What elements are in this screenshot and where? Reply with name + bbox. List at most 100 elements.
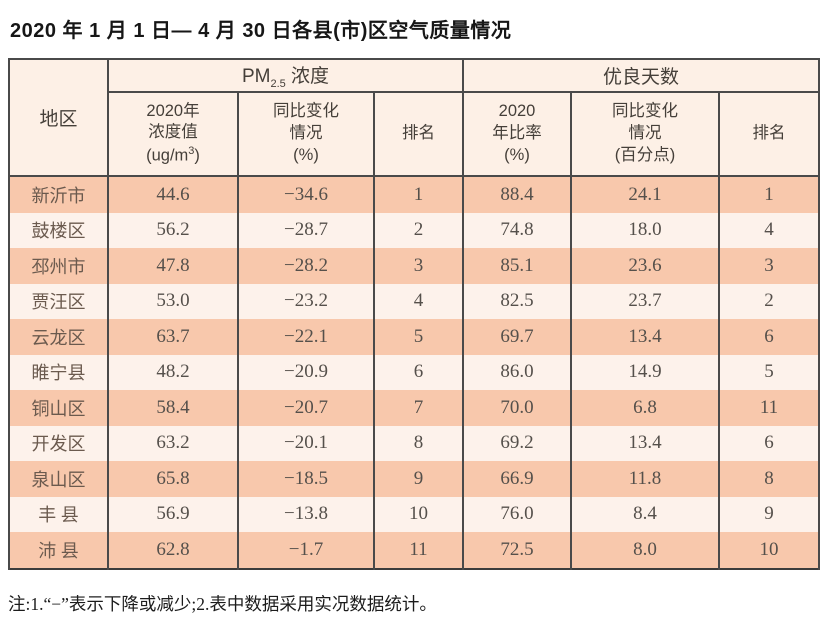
- good-days-rank-cell: 11: [718, 390, 821, 426]
- good-days-value-cell: 70.0: [462, 390, 573, 426]
- pm-rank-cell: 6: [372, 354, 465, 390]
- pm-value-cell: 44.6: [107, 176, 239, 213]
- good-days-value-cell: 72.5: [462, 532, 573, 569]
- pm-change-cell: −20.7: [237, 390, 375, 426]
- pm-value-cell: 63.7: [107, 319, 239, 355]
- good-days-change-cell: 13.4: [570, 319, 721, 355]
- table-body: 新沂市 44.6 −34.6 1 88.4 24.1 1 鼓楼区 56.2 −28.7 2 74.8 1…: [8, 176, 821, 569]
- good-days-rank-cell: 10: [718, 532, 821, 569]
- good-days-change-cell: 14.9: [570, 354, 721, 390]
- table-row: 贾汪区 53.0 −23.2 4 82.5 23.7 2: [8, 283, 821, 319]
- region-cell: 邳州市: [8, 248, 109, 284]
- pm-change-cell: −23.2: [237, 283, 375, 319]
- good-days-change-cell: 8.0: [570, 532, 721, 569]
- header-good-days-change-line3: (百分点): [614, 145, 676, 164]
- good-days-change-cell: 18.0: [570, 212, 721, 248]
- header-good-days-value-line2: 年比率: [492, 124, 542, 143]
- header-pm-value-unit-prefix: (ug/m: [146, 146, 189, 165]
- pm-value-cell: 63.2: [107, 425, 239, 461]
- good-days-change-cell: 23.7: [570, 283, 721, 319]
- table-row: 沛 县 62.8 −1.7 11 72.5 8.0 10: [8, 532, 821, 569]
- table-row: 开发区 63.2 −20.1 8 69.2 13.4 6: [8, 425, 821, 461]
- region-cell: 丰 县: [8, 496, 109, 532]
- pm-change-cell: −1.7: [237, 532, 375, 569]
- header-pm-value-unit: (ug/m3): [109, 144, 237, 167]
- good-days-rank-cell: 9: [718, 496, 821, 532]
- header-group-row: 地区 PM2.5 浓度 优良天数: [8, 58, 821, 177]
- region-cell: 铜山区: [8, 390, 109, 426]
- pm-change-cell: −18.5: [237, 461, 375, 497]
- header-good-days-change-line1: 同比变化: [612, 102, 679, 121]
- table-header: 地区 PM2.5 浓度 优良天数 2020年 浓度值 (ug/m3) 同比变化 …: [8, 58, 821, 177]
- good-days-value-cell: 66.9: [462, 461, 573, 497]
- good-days-rank-cell: 2: [718, 283, 821, 319]
- pm-value-cell: 48.2: [107, 354, 239, 390]
- table-row: 鼓楼区 56.2 −28.7 2 74.8 18.0 4: [8, 212, 821, 248]
- pm-change-cell: −13.8: [237, 496, 375, 532]
- pm-change-cell: −28.2: [237, 248, 375, 284]
- table-row: 睢宁县 48.2 −20.9 6 86.0 14.9 5: [8, 354, 821, 390]
- table-row: 云龙区 63.7 −22.1 5 69.7 13.4 6: [8, 319, 821, 355]
- pm-rank-cell: 10: [372, 496, 465, 532]
- pm-rank-cell: 2: [372, 212, 465, 248]
- pm-rank-cell: 11: [372, 532, 465, 569]
- table-row: 铜山区 58.4 −20.7 7 70.0 6.8 11: [8, 390, 821, 426]
- region-cell: 开发区: [8, 425, 109, 461]
- header-pm-value-line2: 浓度值: [148, 123, 198, 142]
- page-title: 2020 年 1 月 1 日— 4 月 30 日各县(市)区空气质量情况: [10, 20, 512, 42]
- pm-rank-cell: 7: [372, 390, 465, 426]
- pm-change-cell: −20.1: [237, 425, 375, 461]
- good-days-change-cell: 13.4: [570, 425, 721, 461]
- good-days-value-cell: 88.4: [462, 176, 573, 213]
- good-days-rank-cell: 6: [718, 425, 821, 461]
- good-days-rank-cell: 6: [718, 319, 821, 355]
- header-good-days-value-line1: 2020: [498, 102, 536, 121]
- good-days-value-cell: 69.2: [462, 425, 573, 461]
- header-pm-rank: 排名: [372, 91, 465, 177]
- header-sub-row: 2020年 浓度值 (ug/m3) 同比变化 情况 (%) 排名 2020 年比…: [9, 91, 821, 177]
- good-days-value-cell: 85.1: [462, 248, 573, 284]
- pm-value-cell: 56.9: [107, 496, 239, 532]
- header-good-days-value-line3: (%): [504, 145, 530, 164]
- good-days-value-cell: 69.7: [462, 319, 573, 355]
- pm25-label-subscript: 2.5: [270, 77, 286, 90]
- good-days-value-cell: 82.5: [462, 283, 573, 319]
- pm-change-cell: −20.9: [237, 354, 375, 390]
- pm25-label-suffix: 浓度: [285, 66, 330, 88]
- pm-rank-cell: 9: [372, 461, 465, 497]
- table-row: 泉山区 65.8 −18.5 9 66.9 11.8 8: [8, 461, 821, 497]
- header-good-days-value: 2020 年比率 (%): [462, 91, 573, 177]
- header-pm-change-line1: 同比变化: [273, 102, 339, 121]
- good-days-value-cell: 76.0: [462, 496, 573, 532]
- region-cell: 睢宁县: [8, 354, 109, 390]
- good-days-rank-cell: 3: [718, 248, 821, 284]
- header-pm-change-line2: 情况: [289, 124, 323, 143]
- header-good-days-group: 优良天数: [462, 58, 821, 93]
- header-pm25-group: PM2.5 浓度: [106, 58, 465, 93]
- pm-rank-cell: 5: [372, 319, 465, 355]
- region-cell: 贾汪区: [8, 283, 109, 319]
- region-cell: 鼓楼区: [8, 212, 109, 248]
- pm-value-cell: 62.8: [107, 532, 239, 569]
- page: 2020 年 1 月 1 日— 4 月 30 日各县(市)区空气质量情况 地区 …: [0, 14, 825, 616]
- good-days-change-cell: 6.8: [570, 390, 721, 426]
- pm-rank-cell: 4: [372, 283, 465, 319]
- good-days-change-cell: 23.6: [570, 248, 721, 284]
- region-cell: 新沂市: [8, 176, 109, 213]
- pm-rank-cell: 8: [372, 425, 465, 461]
- header-pm-value-unit-suffix: ): [194, 146, 200, 165]
- header-pm-value-unit-sup: 3: [188, 145, 195, 158]
- header-pm-value-line1: 2020年: [146, 101, 200, 120]
- pm-rank-cell: 1: [372, 176, 465, 213]
- pm-rank-cell: 3: [372, 248, 465, 284]
- pm-change-cell: −28.7: [237, 212, 375, 248]
- pm-value-cell: 58.4: [107, 390, 239, 426]
- air-quality-table: 地区 PM2.5 浓度 优良天数 2020年 浓度值 (ug/m3) 同比变化 …: [8, 58, 821, 570]
- pm-change-cell: −22.1: [237, 319, 375, 355]
- region-cell: 泉山区: [8, 461, 109, 497]
- header-pm-change: 同比变化 情况 (%): [237, 91, 375, 177]
- pm-value-cell: 56.2: [107, 212, 239, 248]
- good-days-rank-cell: 8: [718, 461, 821, 497]
- good-days-change-cell: 11.8: [570, 461, 721, 497]
- good-days-value-cell: 86.0: [462, 354, 573, 390]
